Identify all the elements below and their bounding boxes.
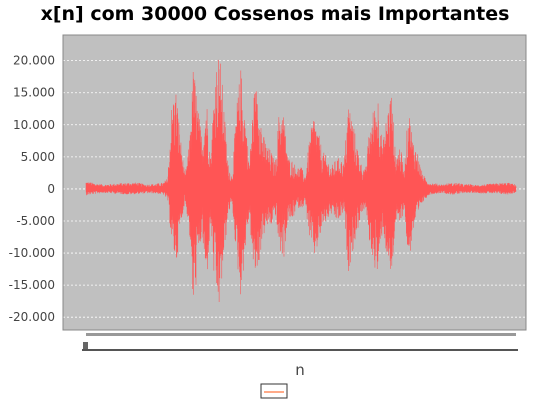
x-axis-label: n <box>295 361 305 379</box>
gridlines <box>63 60 526 318</box>
y-tick-label: 20.000 <box>13 54 55 68</box>
plot-border <box>62 34 527 331</box>
y-tick-label: -5.000 <box>16 214 55 228</box>
y-tick-label: -20.000 <box>9 310 55 324</box>
series-line <box>85 59 517 302</box>
y-tick-label: -15.000 <box>9 278 55 292</box>
y-tick-label: 15.000 <box>13 86 55 100</box>
x-axis-line <box>82 349 518 351</box>
chart-title: x[n] com 30000 Cossenos mais Importantes <box>40 3 510 25</box>
y-tick-label: 0 <box>47 182 55 196</box>
y-tick-label: 10.000 <box>13 118 55 132</box>
x-axis-marker <box>83 342 88 350</box>
y-tick-label: -10.000 <box>9 246 55 260</box>
y-tick-label: 5.000 <box>21 150 55 164</box>
x-axis-track <box>86 333 516 336</box>
y-tick-labels: -20.000 -15.000 -10.000 -5.000 0 5.000 10.000 1… <box>9 54 55 325</box>
